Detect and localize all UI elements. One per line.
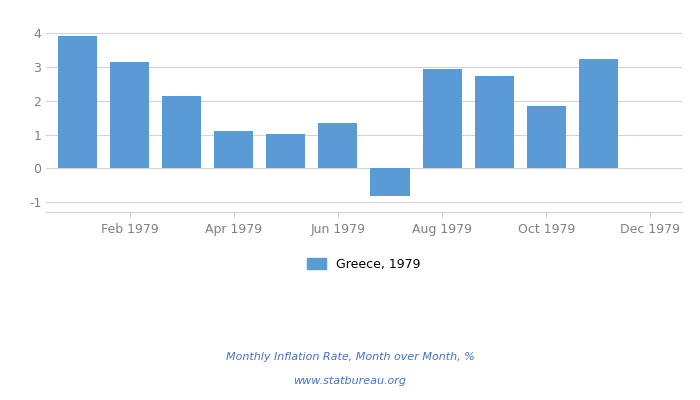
- Bar: [266, 134, 305, 168]
- Bar: [370, 168, 410, 196]
- Bar: [526, 106, 566, 168]
- Bar: [318, 124, 358, 168]
- Bar: [475, 76, 514, 168]
- Text: www.statbureau.org: www.statbureau.org: [293, 376, 407, 386]
- Legend: Greece, 1979: Greece, 1979: [302, 253, 426, 276]
- Bar: [214, 130, 253, 168]
- Bar: [162, 96, 201, 168]
- Bar: [579, 59, 618, 168]
- Bar: [110, 62, 149, 168]
- Text: Monthly Inflation Rate, Month over Month, %: Monthly Inflation Rate, Month over Month…: [225, 352, 475, 362]
- Bar: [58, 36, 97, 168]
- Bar: [423, 69, 461, 168]
